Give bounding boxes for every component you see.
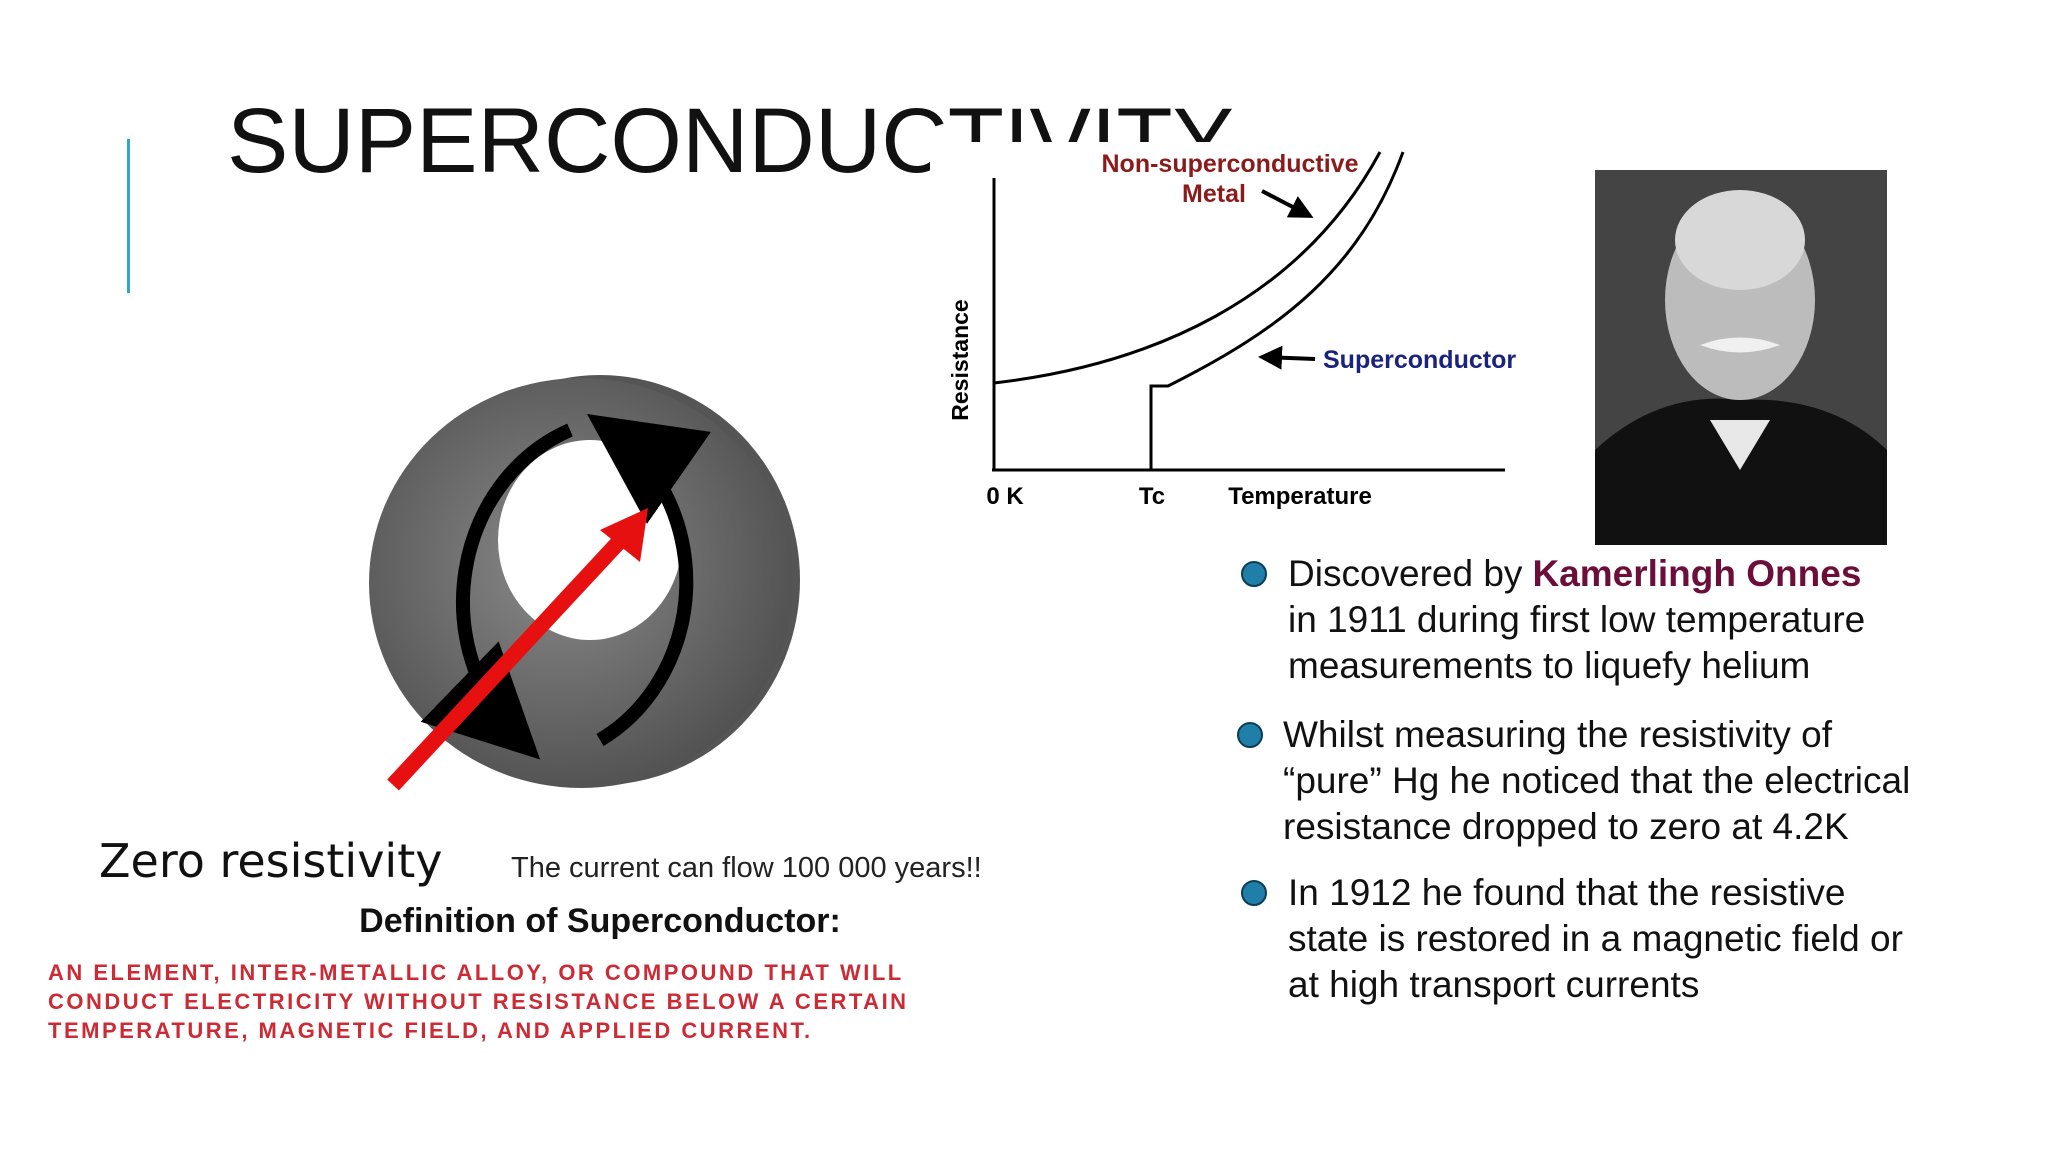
resistance-graph: Non-superconductive Metal Superconductor… — [930, 142, 1530, 522]
bullet-item: In 1912 he found that the resistive state… — [1241, 872, 1903, 1005]
ring-illustration — [369, 375, 800, 791]
superconductor-label: Superconductor — [1323, 346, 1516, 374]
definition: AN ELEMENT, INTER-METALLIC ALLOY, OR COM… — [48, 960, 909, 1043]
bullet-line: measurements to liquefy helium — [1288, 645, 1810, 686]
metal-curve — [993, 151, 1382, 385]
definition-heading: Definition of Superconductor: — [359, 902, 841, 940]
bullet-item: Discovered by Kamerlingh Onnes in 1911 dur… — [1241, 553, 1865, 686]
superconductor-arrow — [1258, 345, 1316, 370]
definition-line: CONDUCT ELECTRICITY WITHOUT RESISTANCE B… — [48, 989, 909, 1014]
metal-arrow — [1261, 189, 1314, 218]
x-label: Tc — [1139, 483, 1165, 510]
bullet-line: at high transport currents — [1288, 964, 1699, 1005]
metal-label: Metal — [1182, 180, 1246, 208]
zero-resistivity: Zero resistivity — [99, 834, 442, 888]
bullet-line: Discovered by Kamerlingh Onnes — [1288, 553, 1861, 594]
graph-background — [930, 142, 1530, 522]
superconductor-curve — [1149, 151, 1405, 470]
bullet-name: Kamerlingh Onnes — [1532, 553, 1861, 594]
metal-label: Non-superconductive — [1102, 150, 1359, 178]
y-axis-label: Resistance — [947, 299, 973, 420]
bullet-line: state is restored in a magnetic field or — [1288, 918, 1903, 959]
x-label: 0 K — [986, 483, 1024, 510]
bullet-dot — [1237, 722, 1263, 748]
definition-line: TEMPERATURE, MAGNETIC FIELD, AND APPLIED… — [48, 1018, 813, 1043]
bullet-item: Whilst measuring the resistivity of “pure… — [1237, 714, 1910, 847]
current-note: The current can flow 100 000 years!! — [511, 852, 982, 884]
portrait — [1595, 170, 1887, 545]
bullet-dot — [1241, 880, 1267, 906]
accent-bar — [127, 139, 130, 293]
definition-line: AN ELEMENT, INTER-METALLIC ALLOY, OR COM… — [48, 960, 904, 985]
x-label: Temperature — [1228, 483, 1372, 510]
bullet-intro: Discovered by — [1288, 553, 1523, 594]
bullet-dot — [1241, 561, 1267, 587]
bullet-list: Discovered by Kamerlingh Onnes in 1911 dur… — [1237, 553, 1910, 1005]
bullet-line: in 1911 during first low temperature — [1288, 599, 1865, 640]
bullet-line: “pure” Hg he noticed that the electrical — [1283, 760, 1910, 801]
bullet-line: In 1912 he found that the resistive — [1288, 872, 1845, 913]
bullet-line: Whilst measuring the resistivity of — [1283, 714, 1833, 755]
bullet-line: resistance dropped to zero at 4.2K — [1283, 806, 1849, 847]
